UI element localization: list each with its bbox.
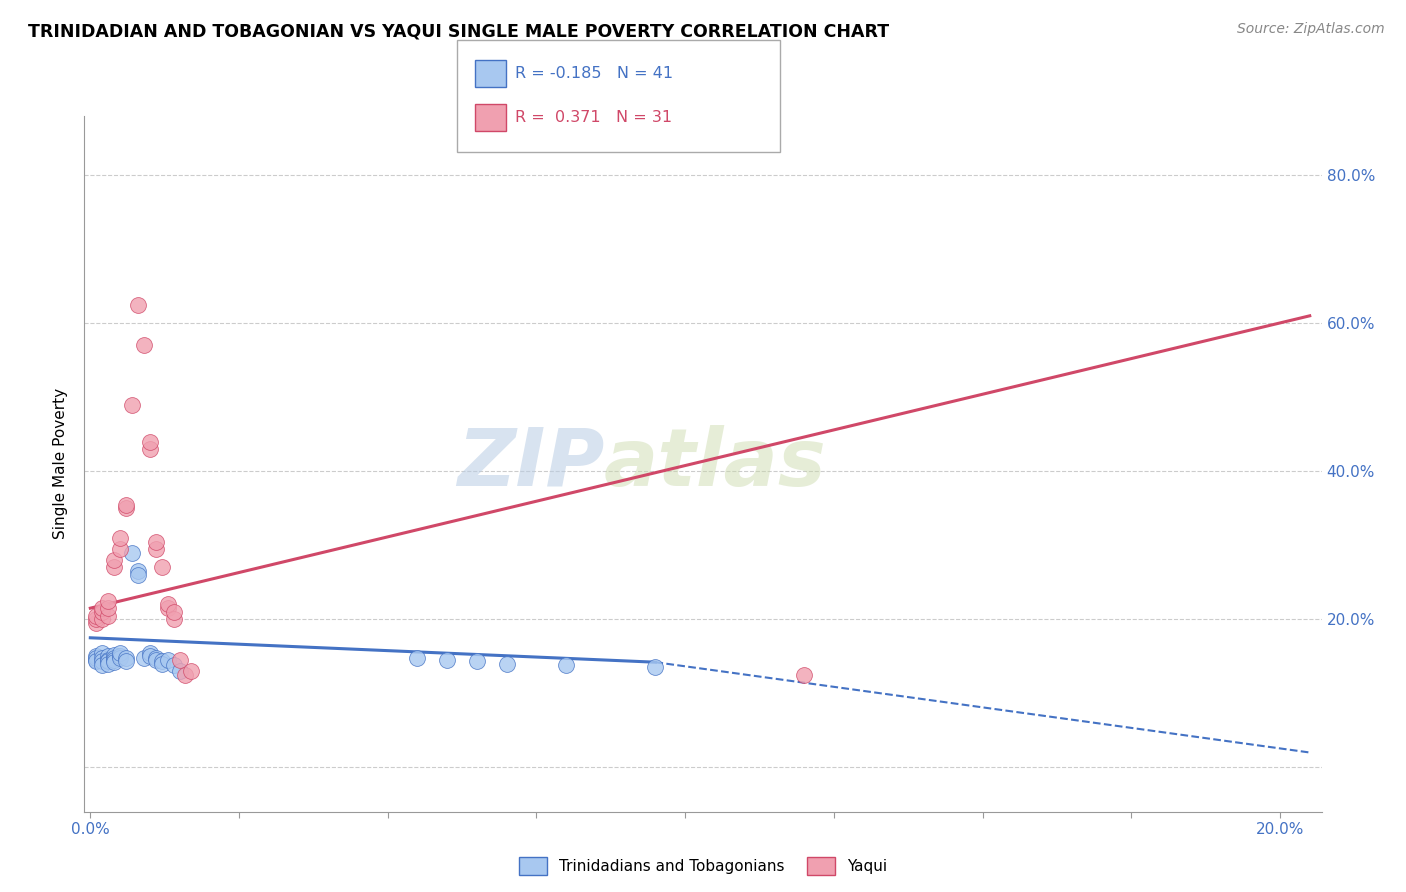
Point bbox=[644, 660, 666, 674]
Point bbox=[97, 653, 120, 667]
Point bbox=[145, 534, 167, 549]
Y-axis label: Single Male Poverty: Single Male Poverty bbox=[53, 388, 69, 540]
Point bbox=[84, 612, 107, 626]
Point bbox=[108, 650, 131, 665]
Point bbox=[91, 650, 114, 665]
Point bbox=[115, 655, 138, 669]
Point bbox=[97, 601, 120, 615]
Point bbox=[97, 608, 120, 623]
Point bbox=[139, 646, 162, 660]
Point bbox=[103, 650, 125, 665]
Point bbox=[162, 658, 184, 673]
Point bbox=[139, 434, 162, 449]
Point bbox=[169, 664, 191, 678]
Text: Source: ZipAtlas.com: Source: ZipAtlas.com bbox=[1237, 22, 1385, 37]
Point bbox=[169, 653, 191, 667]
Point bbox=[108, 646, 131, 660]
Point bbox=[97, 657, 120, 671]
Point bbox=[115, 650, 138, 665]
Point bbox=[174, 667, 197, 681]
Point bbox=[91, 655, 114, 669]
Point bbox=[103, 648, 125, 662]
Point bbox=[406, 650, 429, 665]
Point bbox=[84, 650, 107, 665]
Point bbox=[555, 658, 578, 673]
Point bbox=[156, 601, 179, 615]
Point bbox=[91, 601, 114, 615]
Point bbox=[115, 498, 138, 512]
Legend: Trinidadians and Tobagonians, Yaqui: Trinidadians and Tobagonians, Yaqui bbox=[513, 851, 893, 880]
Text: TRINIDADIAN AND TOBAGONIAN VS YAQUI SINGLE MALE POVERTY CORRELATION CHART: TRINIDADIAN AND TOBAGONIAN VS YAQUI SING… bbox=[28, 22, 889, 40]
Point bbox=[84, 653, 107, 667]
Point bbox=[139, 649, 162, 664]
Point bbox=[465, 655, 488, 669]
Point bbox=[91, 605, 114, 619]
Point bbox=[84, 649, 107, 664]
Point bbox=[793, 667, 815, 681]
Point bbox=[121, 546, 143, 560]
Point bbox=[115, 501, 138, 516]
Point bbox=[162, 605, 184, 619]
Point bbox=[103, 655, 125, 669]
Point bbox=[103, 653, 125, 667]
Point bbox=[84, 608, 107, 623]
Point bbox=[139, 442, 162, 456]
Point bbox=[97, 655, 120, 669]
Point bbox=[156, 653, 179, 667]
Point bbox=[84, 615, 107, 630]
Point bbox=[180, 664, 202, 678]
Point bbox=[127, 567, 149, 582]
Point bbox=[108, 649, 131, 664]
Point bbox=[436, 653, 458, 667]
Point bbox=[91, 646, 114, 660]
Point bbox=[145, 541, 167, 556]
Text: R = -0.185   N = 41: R = -0.185 N = 41 bbox=[515, 66, 672, 80]
Text: atlas: atlas bbox=[605, 425, 827, 503]
Point bbox=[84, 655, 107, 669]
Text: ZIP: ZIP bbox=[457, 425, 605, 503]
Point bbox=[145, 650, 167, 665]
Point bbox=[150, 655, 173, 669]
Point bbox=[103, 560, 125, 574]
Point bbox=[97, 649, 120, 664]
Point bbox=[127, 564, 149, 578]
Text: R =  0.371   N = 31: R = 0.371 N = 31 bbox=[515, 111, 672, 125]
Point bbox=[108, 541, 131, 556]
Point bbox=[162, 612, 184, 626]
Point bbox=[145, 653, 167, 667]
Point bbox=[103, 553, 125, 567]
Point bbox=[121, 398, 143, 412]
Point bbox=[91, 658, 114, 673]
Point bbox=[495, 657, 517, 671]
Point bbox=[150, 657, 173, 671]
Point bbox=[132, 650, 155, 665]
Point bbox=[132, 338, 155, 352]
Point bbox=[97, 594, 120, 608]
Point bbox=[108, 531, 131, 545]
Point bbox=[156, 598, 179, 612]
Point bbox=[127, 298, 149, 312]
Point bbox=[150, 560, 173, 574]
Point bbox=[91, 612, 114, 626]
